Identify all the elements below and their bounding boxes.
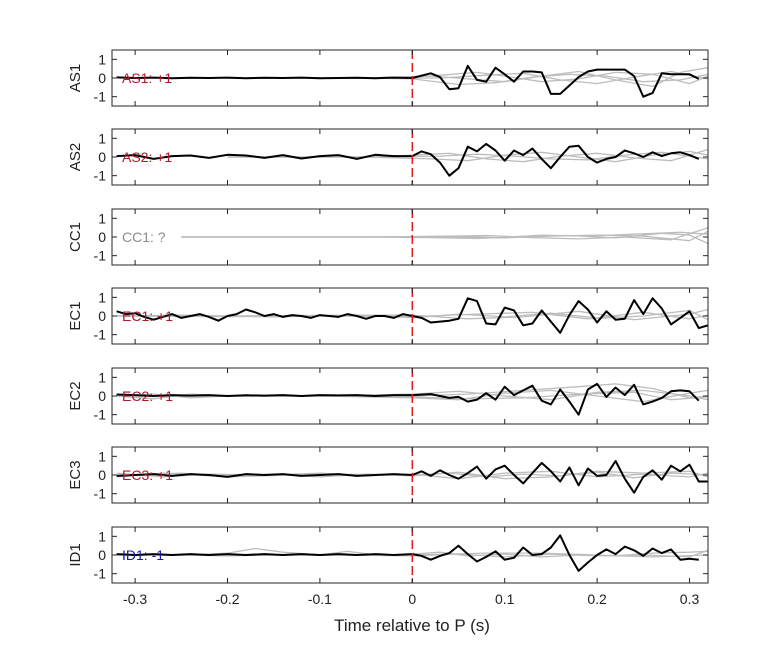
background-trace-cc1-4 <box>181 231 708 239</box>
x-tick-label-1: -0.2 <box>215 591 239 607</box>
trace-id1 <box>116 534 699 572</box>
trace-as1 <box>116 64 700 98</box>
x-tick-label-6: 0.3 <box>680 591 700 607</box>
panel-plot-area-ec3 <box>116 447 708 503</box>
trace-label-ec2: EC2: +1 <box>122 388 173 404</box>
trace-label-ec1: EC1: +1 <box>122 308 173 324</box>
x-axis-label: Time relative to P (s) <box>334 616 490 635</box>
y-tick-label-ec3-1: 0 <box>98 467 106 483</box>
panel-as1: 1 0 -1 AS1 AS1: +1 <box>67 49 709 107</box>
background-trace-as2-1 <box>227 148 708 163</box>
panel-plot-area-ec1 <box>116 288 708 344</box>
trace-label-ec3: EC3: +1 <box>122 467 173 483</box>
y-axis-label-ec1: EC1 <box>67 301 84 330</box>
y-tick-label-id1-0: 1 <box>98 528 106 544</box>
y-tick-label-as1-2: -1 <box>94 89 107 105</box>
y-tick-label-as2-0: 1 <box>98 130 106 146</box>
panels-group: 1 0 -1 AS1 AS1: +1 1 0 -1 AS2 AS2: +1 1 0 -1 CC1 CC1: … <box>67 49 709 584</box>
panel-cc1: 1 0 -1 CC1 CC1: ? <box>67 208 709 266</box>
y-axis-label-id1: ID1 <box>67 543 84 566</box>
panel-ec2: 1 0 -1 EC2 EC2: +1 <box>67 367 709 425</box>
y-axis-label-ec3: EC3 <box>67 460 84 489</box>
y-tick-label-ec3-0: 1 <box>98 448 106 464</box>
panel-id1: 1 0 -1 ID1 ID1: -1 <box>67 526 709 584</box>
y-axis-label-as1: AS1 <box>67 64 84 92</box>
y-tick-label-as2-1: 0 <box>98 149 106 165</box>
panel-plot-area-as2 <box>116 129 708 185</box>
trace-label-as2: AS2: +1 <box>122 149 172 165</box>
background-trace-ec2-2 <box>116 389 708 403</box>
background-trace-as2-2 <box>227 150 708 163</box>
trace-label-id1: ID1: -1 <box>122 547 164 563</box>
y-tick-label-ec1-2: -1 <box>94 327 107 343</box>
y-axis-label-as2: AS2 <box>67 143 84 171</box>
y-axis-label-ec2: EC2 <box>67 381 84 410</box>
y-axis-label-cc1: CC1 <box>67 222 84 252</box>
x-tick-label-5: 0.2 <box>587 591 607 607</box>
panel-plot-area-ec2 <box>116 368 708 424</box>
trace-ec2 <box>116 382 700 416</box>
trace-ec3 <box>116 460 708 494</box>
background-trace-ec3-1 <box>116 470 708 480</box>
y-tick-label-ec2-1: 0 <box>98 388 106 404</box>
y-tick-label-ec1-0: 1 <box>98 289 106 305</box>
x-tick-label-2: -0.1 <box>308 591 332 607</box>
background-trace-ec1-3 <box>116 309 708 321</box>
y-tick-label-ec1-1: 0 <box>98 308 106 324</box>
x-tick-label-3: 0 <box>408 591 416 607</box>
trace-label-as1: AS1: +1 <box>122 70 172 86</box>
x-tick-label-0: -0.3 <box>123 591 147 607</box>
trace-label-cc1: CC1: ? <box>122 229 166 245</box>
y-tick-label-id1-1: 0 <box>98 547 106 563</box>
y-tick-label-ec2-0: 1 <box>98 369 106 385</box>
y-tick-label-as2-2: -1 <box>94 168 107 184</box>
panel-plot-area-cc1 <box>181 209 708 265</box>
y-tick-label-cc1-2: -1 <box>94 248 107 264</box>
panel-ec1: 1 0 -1 EC1 EC1: +1 <box>67 287 709 345</box>
y-tick-label-as1-0: 1 <box>98 51 106 67</box>
y-tick-label-id1-2: -1 <box>94 566 107 582</box>
y-tick-label-as1-1: 0 <box>98 70 106 86</box>
panel-ec3: 1 0 -1 EC3 EC3: +1 <box>67 446 709 504</box>
panel-plot-area-as1 <box>116 50 708 106</box>
y-tick-label-ec2-2: -1 <box>94 407 107 423</box>
y-tick-label-ec3-2: -1 <box>94 486 107 502</box>
panel-as2: 1 0 -1 AS2 AS2: +1 <box>67 128 709 186</box>
panel-plot-area-id1 <box>116 527 708 583</box>
trace-as2 <box>116 142 700 177</box>
x-tick-label-4: 0.1 <box>495 591 515 607</box>
y-tick-label-cc1-0: 1 <box>98 210 106 226</box>
x-axis: -0.3 -0.2 -0.1 0 0.1 0.2 0.3 <box>123 591 699 607</box>
background-trace-ec2-1 <box>116 389 708 401</box>
y-tick-label-cc1-1: 0 <box>98 229 106 245</box>
